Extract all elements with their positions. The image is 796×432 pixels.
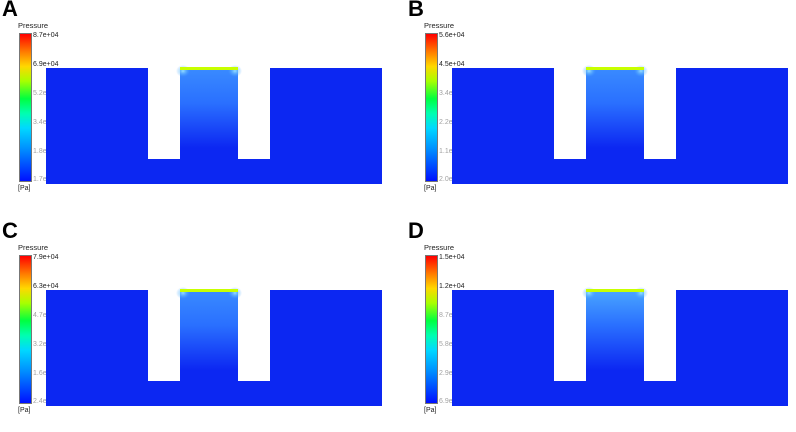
inlet-edge — [180, 289, 238, 292]
legend-tick: 5.2e+04 — [33, 90, 59, 97]
colorbar — [425, 255, 438, 404]
legend-tick-min: 1.7e+03 — [33, 176, 59, 183]
legend-tick-max: 5.6e+04 — [439, 32, 465, 39]
panel-letter: A — [2, 0, 18, 21]
legend-title: Pressure — [424, 243, 455, 252]
legend-tick: 1.6e+04 — [33, 370, 59, 377]
corner-pressure-spot — [582, 65, 596, 77]
legend-tick: 1.8e+04 — [33, 148, 59, 155]
corner-pressure-spot — [176, 65, 190, 77]
legend-tick-max: 7.9e+04 — [33, 254, 59, 261]
legend-tick: 8.7e+03 — [439, 312, 465, 319]
legend-unit: [Pa] — [424, 185, 437, 192]
panel-b: B Pressure 5.6e+04 4.5e+04 3.4e+04 2.2e+… — [406, 0, 796, 210]
corner-pressure-spot — [634, 65, 648, 77]
legend-tick: 6.3e+04 — [33, 283, 59, 290]
corner-pressure-spot — [228, 287, 242, 299]
legend-tick-min: 2.4e+03 — [33, 398, 59, 405]
panel-c: C Pressure 7.9e+04 6.3e+04 4.7e+04 3.2e+… — [0, 218, 398, 432]
inlet-edge — [586, 67, 644, 70]
legend-tick-min: 2.0e+02 — [439, 176, 465, 183]
panel-a: A Pressure 8.7e+04 6.9e+04 5.2e+04 3.4e+… — [0, 0, 398, 210]
legend-title: Pressure — [18, 21, 49, 30]
legend-tick: 5.8e+03 — [439, 341, 465, 348]
panel-letter: D — [408, 218, 424, 243]
cavity-pressure-region — [586, 290, 644, 390]
inlet-edge — [586, 289, 644, 292]
inlet-edge — [180, 67, 238, 70]
legend-tick: 3.4e+04 — [33, 119, 59, 126]
pressure-contour-domain — [46, 287, 382, 406]
cavity-pressure-region — [180, 68, 238, 168]
legend-unit: [Pa] — [18, 407, 31, 414]
legend-tick-max: 8.7e+04 — [33, 32, 59, 39]
colorbar — [425, 33, 438, 182]
corner-pressure-spot — [582, 287, 596, 299]
legend-tick: 3.2e+04 — [33, 341, 59, 348]
legend-tick: 2.2e+04 — [439, 119, 465, 126]
legend-tick: 4.5e+04 — [439, 61, 465, 68]
corner-pressure-spot — [176, 287, 190, 299]
cavity-pressure-region — [586, 68, 644, 168]
legend-tick-min: 6.9e+02 — [439, 398, 465, 405]
legend-unit: [Pa] — [424, 407, 437, 414]
legend-tick: 3.4e+04 — [439, 90, 465, 97]
colorbar — [19, 33, 32, 182]
pressure-contour-domain — [46, 65, 382, 184]
cavity-pressure-region — [180, 290, 238, 390]
legend-tick: 1.1e+04 — [439, 148, 465, 155]
panel-d: D Pressure 1.5e+04 1.2e+04 8.7e+03 5.8e+… — [406, 218, 796, 432]
legend-tick: 1.2e+04 — [439, 283, 465, 290]
legend-unit: [Pa] — [18, 185, 31, 192]
legend-title: Pressure — [424, 21, 455, 30]
legend-tick: 6.9e+04 — [33, 61, 59, 68]
legend-tick: 4.7e+04 — [33, 312, 59, 319]
corner-pressure-spot — [634, 287, 648, 299]
pressure-contour-domain — [452, 287, 788, 406]
colorbar — [19, 255, 32, 404]
panel-letter: C — [2, 218, 18, 243]
legend-tick: 2.9e+03 — [439, 370, 465, 377]
corner-pressure-spot — [228, 65, 242, 77]
panel-letter: B — [408, 0, 424, 21]
legend-tick-max: 1.5e+04 — [439, 254, 465, 261]
legend-title: Pressure — [18, 243, 49, 252]
pressure-contour-domain — [452, 65, 788, 184]
